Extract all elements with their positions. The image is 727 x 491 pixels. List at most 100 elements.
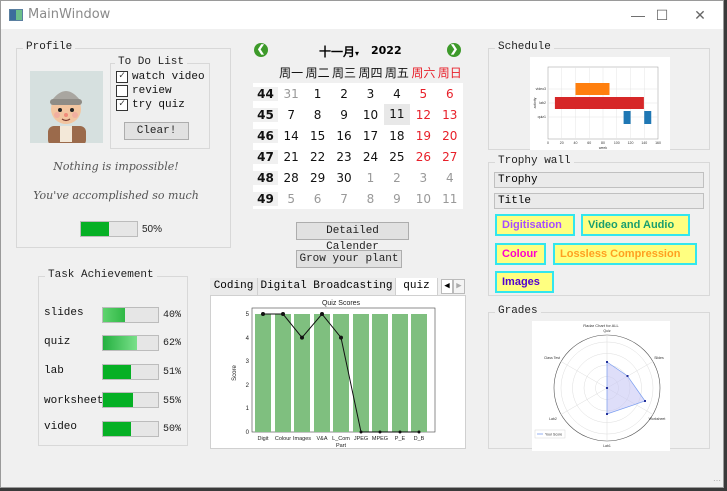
calendar-day[interactable]: 23 [336,149,352,164]
calendar-day-selected[interactable]: 11 [383,104,411,125]
svg-text:Worksheet: Worksheet [649,417,666,421]
svg-text:D_B: D_B [414,436,425,442]
calendar-day[interactable]: 5 [419,86,428,101]
calendar-day[interactable]: 31 [283,86,299,101]
calendar-day[interactable]: 2 [340,86,348,101]
calendar-day[interactable]: 16 [336,128,352,143]
calendar-day[interactable]: 9 [393,191,401,206]
checkbox-checked-icon[interactable]: ✓ [116,99,128,111]
calendar-day[interactable]: 6 [313,191,322,206]
calendar-week-row: 47 21 22 23 24 25 26 27 [253,146,463,167]
task-progress-quiz [102,335,159,351]
calendar-day[interactable]: 1 [313,86,322,101]
trophy-colour[interactable]: Colour [495,243,546,265]
calendar-day[interactable]: 10 [415,191,431,206]
progress-fill [81,222,109,236]
tab-scroll-right-icon[interactable]: ▶ [453,279,465,294]
close-button[interactable]: ✕ [694,7,706,23]
grow-plant-button[interactable]: Grow your plant [296,250,402,268]
task-progress-worksheet [102,392,159,408]
tab-quiz[interactable]: quiz [396,278,438,295]
month-selector[interactable]: 十一月▾ [319,43,359,60]
weekday-label: 周五 [384,66,409,80]
detailed-calendar-button[interactable]: Detailed Calender [296,222,409,253]
arrow-right-icon[interactable]: ❯ [447,43,461,57]
calendar-day[interactable]: 10 [362,107,379,122]
year-selector[interactable]: 2022 [371,44,402,57]
calendar-day[interactable]: 2 [393,170,401,185]
arrow-left-icon[interactable]: ❮ [254,43,268,57]
calendar-day[interactable]: 13 [442,107,458,122]
calendar-day[interactable]: 4 [445,170,454,185]
calendar-day[interactable]: 21 [283,149,299,164]
calendar-day[interactable]: 3 [366,86,375,101]
tab-coding[interactable]: Coding [210,278,258,295]
calendar-day[interactable]: 17 [362,128,379,143]
svg-text:lab2: lab2 [539,101,546,105]
calendar-day[interactable]: 19 [415,128,431,143]
calendar-day[interactable]: 3 [419,170,428,185]
svg-text:Slides: Slides [654,356,664,360]
tab-digital-broadcasting[interactable]: Digital Broadcasting [258,278,396,295]
calendar-day[interactable]: 28 [283,170,299,185]
calendar-day[interactable]: 5 [287,191,295,206]
profile-progress-label: 50% [142,224,163,235]
calendar-day[interactable]: 7 [287,107,295,122]
calendar-day[interactable]: 15 [309,128,326,143]
todo-item-try-quiz[interactable]: ✓ try quiz [116,99,185,111]
calendar-day[interactable]: 14 [283,128,299,143]
clear-button[interactable]: Clear! [124,122,189,140]
svg-text:3: 3 [246,359,250,365]
calendar-day[interactable]: 25 [389,149,405,164]
weekday-label: 周四 [358,66,383,80]
minimize-button[interactable]: — [631,7,645,23]
calendar-day[interactable]: 1 [366,170,375,185]
resize-grip-icon[interactable]: ⋯ [713,476,721,485]
grades-radar-chart: Radar Chart for ALL Quiz Slides Worksheet … [532,321,670,451]
weekday-label: 周一 [279,66,304,80]
calendar-day[interactable]: 11 [442,191,458,206]
calendar-day[interactable]: 30 [336,170,352,185]
calendar-day[interactable]: 18 [389,128,405,143]
calendar-day[interactable]: 26 [415,149,431,164]
trophy-digitisation[interactable]: Digitisation [495,214,575,236]
calendar-day[interactable]: 12 [415,107,431,122]
checkbox-unchecked-icon[interactable] [116,85,128,97]
task-achievement-group: Task Achievement [38,269,188,446]
calendar-day[interactable]: 9 [340,107,348,122]
grades-title: Grades [495,305,541,317]
calendar-day[interactable]: 22 [309,149,326,164]
trophy-field[interactable]: Trophy [494,172,704,188]
app-icon [9,9,23,21]
calendar-day[interactable]: 29 [309,170,326,185]
todo-item-label: review [132,85,172,97]
calendar-day[interactable]: 20 [442,128,458,143]
task-progress-slides [102,307,159,323]
calendar-day[interactable]: 8 [366,191,375,206]
title-field[interactable]: Title [494,193,704,209]
calendar-day[interactable]: 8 [313,107,322,122]
calendar-day[interactable]: 4 [393,86,401,101]
calendar-day[interactable]: 6 [445,86,454,101]
trophy-video-and-audio[interactable]: Video and Audio [581,214,690,236]
calendar-day[interactable]: 27 [442,149,458,164]
trophy-wall-title: Trophy wall [495,155,574,167]
svg-text:Images: Images [293,436,311,442]
schedule-chart: video3 lab2 quiz1 0 20 40 60 80 100 120 140 160 … [530,57,670,150]
maximize-button[interactable]: ☐ [655,7,669,23]
checkbox-checked-icon[interactable]: ✓ [116,71,128,83]
week-number: 46 [253,128,278,143]
calendar-header: ❮ 十一月▾ 2022 ❯ [253,41,463,61]
trophy-images[interactable]: Images [495,271,554,293]
todo-title: To Do List [115,56,188,68]
calendar-week-row: 48 28 29 30 1 2 3 4 [253,167,463,188]
tab-scroll-left-icon[interactable]: ◀ [441,279,453,294]
week-number: 44 [253,86,278,101]
todo-item-review[interactable]: review [116,85,172,97]
svg-text:40: 40 [574,141,578,145]
todo-item-watch-video[interactable]: ✓ watch video [116,71,205,83]
calendar-day[interactable]: 24 [362,149,379,164]
calendar-day[interactable]: 7 [340,191,348,206]
task-label-lab: lab [44,365,64,377]
trophy-lossless-compression[interactable]: Lossless Compression [553,243,697,265]
